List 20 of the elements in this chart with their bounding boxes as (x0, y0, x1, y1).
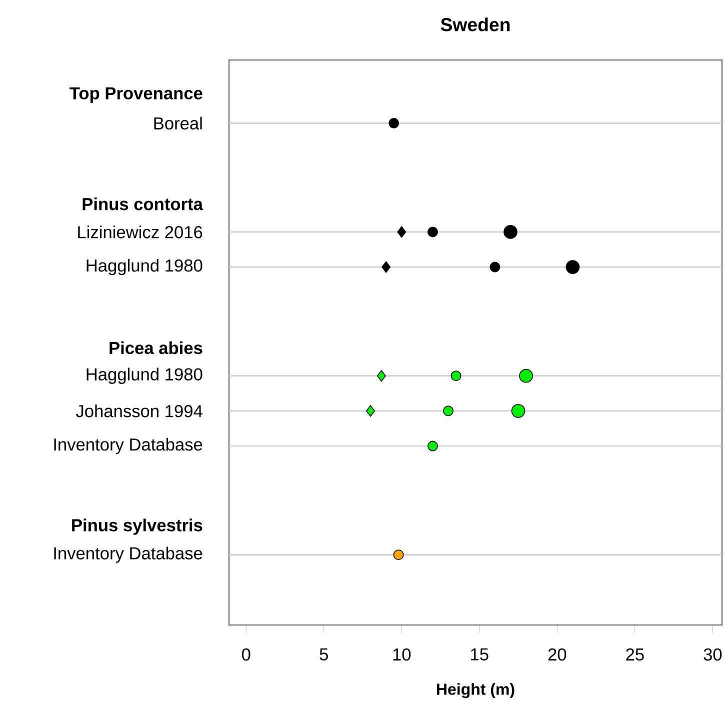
y-tick-label: Pinus sylvestris (72, 518, 202, 535)
y-tick-label: Hagglund 1980 (86, 258, 202, 276)
x-axis-title: Height (m) (437, 683, 514, 698)
y-tick-label: Inventory Database (54, 546, 202, 563)
x-tick-label: 0 (242, 648, 250, 661)
x-tick-label: 25 (626, 648, 644, 661)
y-tick-label: Hagglund 1980 (86, 368, 202, 384)
chart-title: Sweden (440, 18, 510, 32)
y-tick-label: Inventory Database (54, 438, 202, 454)
x-tick-label: 10 (393, 648, 411, 661)
y-tick-label: Johansson 1994 (76, 404, 202, 418)
x-tick-label: 15 (471, 648, 488, 660)
y-tick-label: Boreal (154, 116, 202, 130)
x-tick-label: 5 (320, 648, 328, 660)
x-tick-label: 20 (548, 648, 566, 661)
y-tick-label: Liziniewicz 2016 (78, 226, 202, 238)
x-tick-label: 30 (704, 648, 722, 661)
y-tick-label: Top Provenance (70, 87, 202, 103)
y-tick-label: Pinus contorta (82, 198, 204, 210)
y-tick-label: Picea abies (110, 341, 202, 354)
